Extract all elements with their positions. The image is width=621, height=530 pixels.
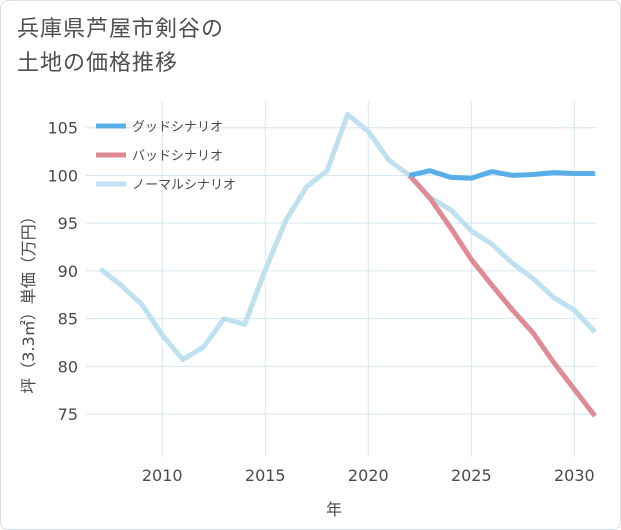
- y-tick-label: 100: [47, 166, 78, 185]
- y-tick-label: 80: [58, 357, 78, 376]
- legend-label: バッドシナリオ: [132, 149, 223, 164]
- series-line: [408, 168, 595, 181]
- x-tick-label: 2030: [554, 466, 595, 485]
- plot-background: [86, 101, 597, 457]
- legend-label: ノーマルシナリオ: [132, 178, 236, 193]
- series-line: [407, 173, 597, 418]
- page-title: 兵庫県芦屋市剣谷の 土地の価格推移: [17, 13, 224, 81]
- series: [98, 111, 597, 418]
- axes: 75 80 85 90 95 100 105 2010 2015 2020 2025 2030: [47, 119, 594, 485]
- legend-label: グッドシナリオ: [132, 120, 223, 135]
- y-tick-label: 85: [58, 310, 78, 329]
- title-line-2: 土地の価格推移: [17, 51, 179, 76]
- grid: [86, 101, 597, 457]
- x-tick-label: 2015: [245, 466, 286, 485]
- y-tick-label: 75: [58, 405, 78, 424]
- y-tick-label: 105: [47, 119, 78, 138]
- title-line-1: 兵庫県芦屋市剣谷の: [17, 17, 225, 42]
- y-tick-label: 90: [58, 262, 78, 281]
- series-line: [98, 111, 597, 363]
- x-tick-label: 2010: [142, 466, 183, 485]
- x-axis-label: 年: [326, 500, 342, 519]
- y-axis-label: 坪（3.3㎡）単価（万円）: [19, 208, 38, 393]
- x-tick-label: 2020: [348, 466, 389, 485]
- x-tick-label: 2025: [451, 466, 492, 485]
- y-tick-label: 95: [58, 214, 78, 233]
